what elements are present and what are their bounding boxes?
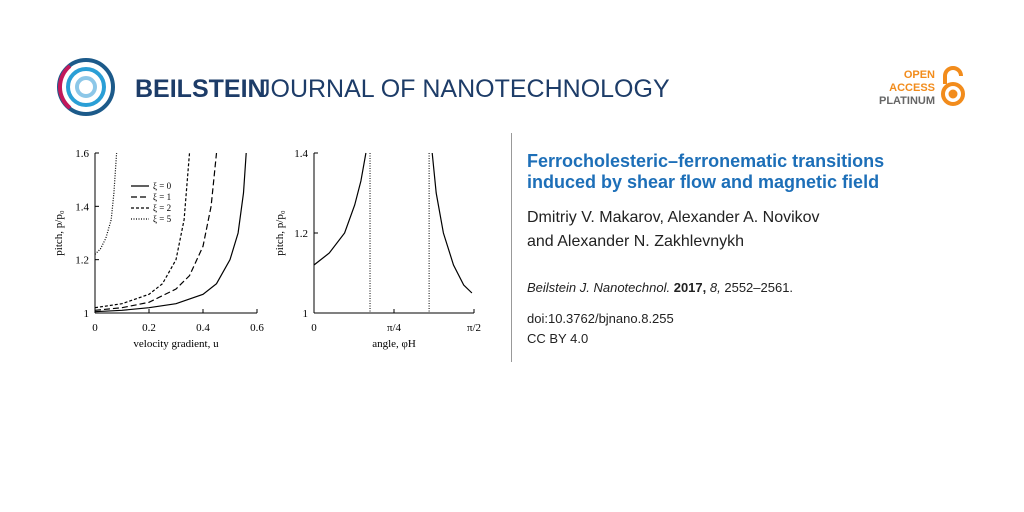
- x-axis-label: velocity gradient, u: [133, 338, 219, 350]
- platinum-label: PLATINUM: [879, 95, 935, 107]
- legend-label: ξ = 0: [153, 181, 172, 191]
- y-tick-label: 1.2: [75, 255, 89, 267]
- y-axis-label: pitch, p/p₀: [274, 210, 286, 256]
- logo: [57, 58, 115, 116]
- journal-name-bold: BEILSTEIN: [135, 75, 266, 103]
- y-tick-label: 1.4: [294, 148, 308, 160]
- open-label: OPEN: [904, 69, 935, 81]
- x-tick-label: 0: [311, 322, 317, 334]
- journal-name: JOURNAL OF NANOTECHNOLOGY: [258, 75, 670, 103]
- y-tick-label: 1: [84, 308, 90, 320]
- y-axis-label: pitch, p/p₀: [53, 210, 65, 256]
- citation-year: 2017,: [674, 280, 707, 295]
- x-tick-label: 0.4: [196, 322, 210, 334]
- legend-label: ξ = 2: [153, 203, 171, 213]
- chart: 1 1.2 1.4 1.6 0 0.2 0.4 0.6 velocity gradient, u…: [53, 148, 264, 350]
- citation-pages: 2552–2561.: [724, 280, 793, 295]
- data-line: [94, 152, 247, 313]
- access-label: ACCESS: [889, 82, 935, 94]
- citation: Beilstein J. Nanotechnol. 2017, 8, 2552–…: [527, 280, 793, 295]
- data-line: [94, 152, 218, 311]
- chart: 1 1.2 1.4 0 π/4 π/2 angle, φH pitch, p/p₀: [274, 148, 481, 350]
- doi: doi:10.3762/bjnano.8.255: [527, 311, 674, 326]
- x-tick-label: 0.6: [250, 322, 264, 334]
- y-tick-label: 1.6: [75, 148, 89, 160]
- article-title: Ferrocholesteric–ferronematic transition…: [527, 151, 884, 171]
- legend-label: ξ = 1: [153, 192, 171, 202]
- x-tick-label: π/2: [467, 322, 481, 334]
- data-line: [94, 152, 191, 309]
- open-access-icon: [941, 66, 965, 106]
- x-axis-label: angle, φH: [372, 338, 416, 350]
- data-line: [94, 152, 118, 255]
- license: CC BY 4.0: [527, 331, 588, 346]
- citation-journal: Beilstein J. Nanotechnol.: [527, 280, 670, 295]
- authors: and Alexander N. Zakhlevnykh: [527, 233, 744, 250]
- data-line: [313, 152, 473, 294]
- y-tick-label: 1.2: [294, 228, 308, 240]
- x-tick-label: 0.2: [142, 322, 156, 334]
- x-tick-label: π/4: [387, 322, 402, 334]
- y-tick-label: 1: [303, 308, 309, 320]
- article-title: induced by shear flow and magnetic field: [527, 172, 879, 192]
- x-tick-label: 0: [92, 322, 98, 334]
- y-tick-label: 1.4: [75, 201, 89, 213]
- authors: Dmitriy V. Makarov, Alexander A. Novikov: [527, 209, 820, 226]
- legend-label: ξ = 5: [153, 214, 172, 224]
- citation-volume: 8,: [710, 280, 721, 295]
